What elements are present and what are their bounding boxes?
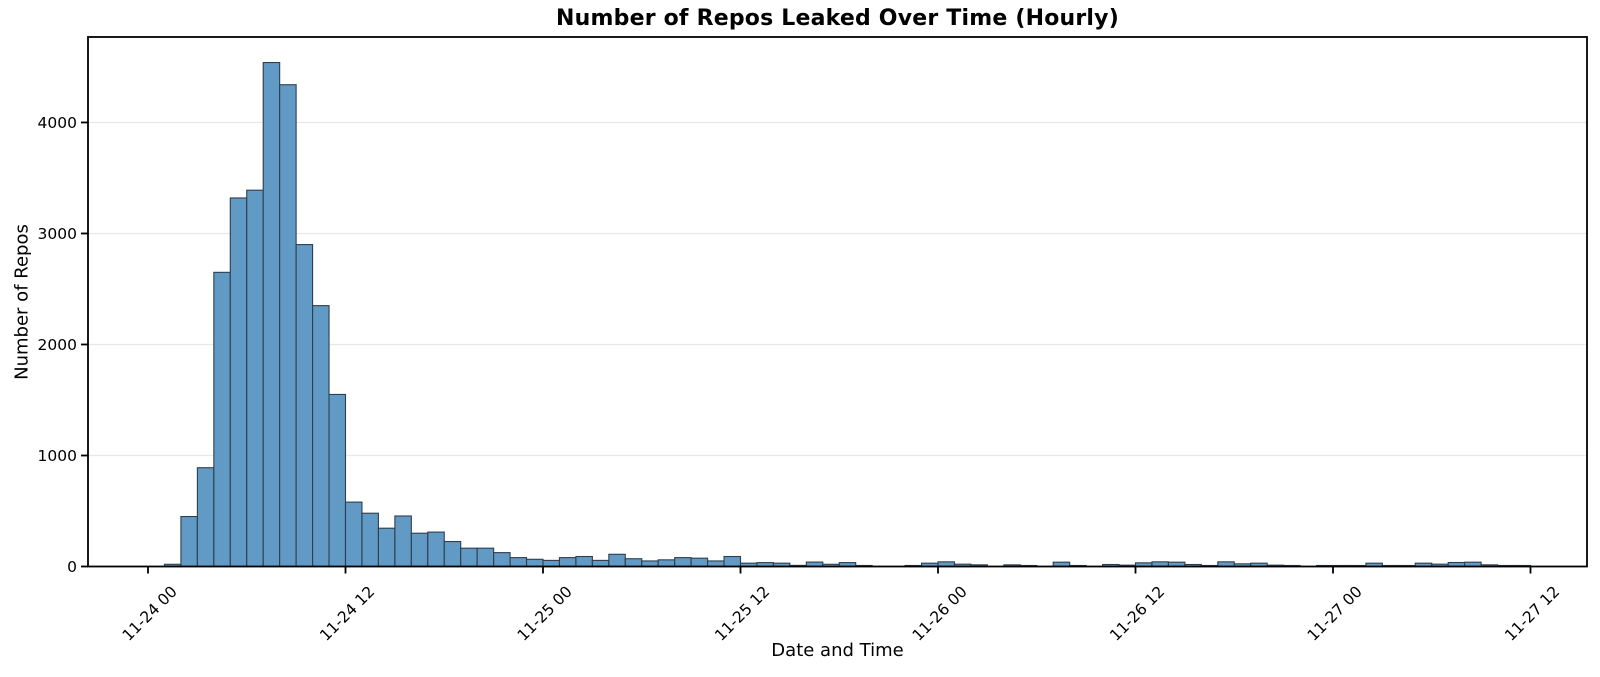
- bar-11-24 09: [295, 244, 314, 568]
- bar-11-24 15: [394, 515, 412, 568]
- bar-11-25 03: [591, 559, 610, 568]
- x-tick-label-11-27 12: 11-27 12: [1501, 583, 1563, 645]
- y-tick-label-0: 0: [67, 558, 77, 576]
- x-tick-label-11-24 00: 11-24 00: [119, 583, 181, 645]
- bar-11-24 14: [377, 527, 396, 568]
- bar-11-25 09: [690, 557, 709, 568]
- y-tick-label-3000: 3000: [38, 225, 77, 243]
- x-tick-label-11-24 12: 11-24 12: [316, 583, 378, 645]
- y-axis-title: Number of Repos: [11, 224, 33, 380]
- bar-11-24 11: [328, 393, 347, 568]
- bar-11-24 21: [493, 552, 511, 568]
- bar-11-24 19: [460, 547, 478, 568]
- bar-11-24 23: [525, 558, 544, 568]
- bar-11-25 07: [657, 559, 676, 568]
- bar-11-24 13: [361, 512, 379, 568]
- bar-11-24 18: [443, 540, 462, 568]
- y-tick-label-4000: 4000: [38, 114, 77, 132]
- bar-11-25 04: [608, 553, 626, 568]
- bar-11-24 17: [427, 531, 445, 568]
- bar-11-24 12: [344, 501, 363, 568]
- bar-11-24 08: [279, 84, 297, 568]
- bar-11-24 16: [410, 532, 429, 568]
- bar-11-24 10: [312, 305, 330, 568]
- bar-11-24 22: [509, 557, 528, 568]
- bar-11-25 01: [558, 557, 577, 568]
- bar-11-25 11: [723, 555, 742, 568]
- x-tick-label-11-26 12: 11-26 12: [1106, 583, 1168, 645]
- bar-11-24 03: [196, 467, 215, 568]
- bar-11-24 05: [229, 197, 248, 568]
- bar-11-25 02: [575, 555, 593, 568]
- x-tick-label-11-25 12: 11-25 12: [711, 583, 773, 645]
- bar-11-24 06: [246, 189, 264, 568]
- bar-11-24 20: [476, 547, 495, 568]
- bar-11-24 04: [213, 271, 231, 568]
- chart-title: Number of Repos Leaked Over Time (Hourly…: [556, 6, 1119, 31]
- x-axis-title: Date and Time: [771, 640, 904, 661]
- x-tick-label-11-26 00: 11-26 00: [909, 583, 971, 645]
- x-tick-label-11-27 00: 11-27 00: [1304, 583, 1366, 645]
- bar-11-25 08: [674, 557, 692, 568]
- plot-border: [87, 36, 1588, 568]
- bar-11-25 05: [624, 558, 643, 568]
- bar-11-24 02: [180, 515, 198, 568]
- bar-11-25 00: [542, 559, 561, 568]
- x-tick-label-11-25 00: 11-25 00: [514, 583, 576, 645]
- bar-11-24 07: [262, 61, 281, 568]
- y-tick-label-1000: 1000: [38, 447, 77, 465]
- y-tick-label-2000: 2000: [38, 336, 77, 354]
